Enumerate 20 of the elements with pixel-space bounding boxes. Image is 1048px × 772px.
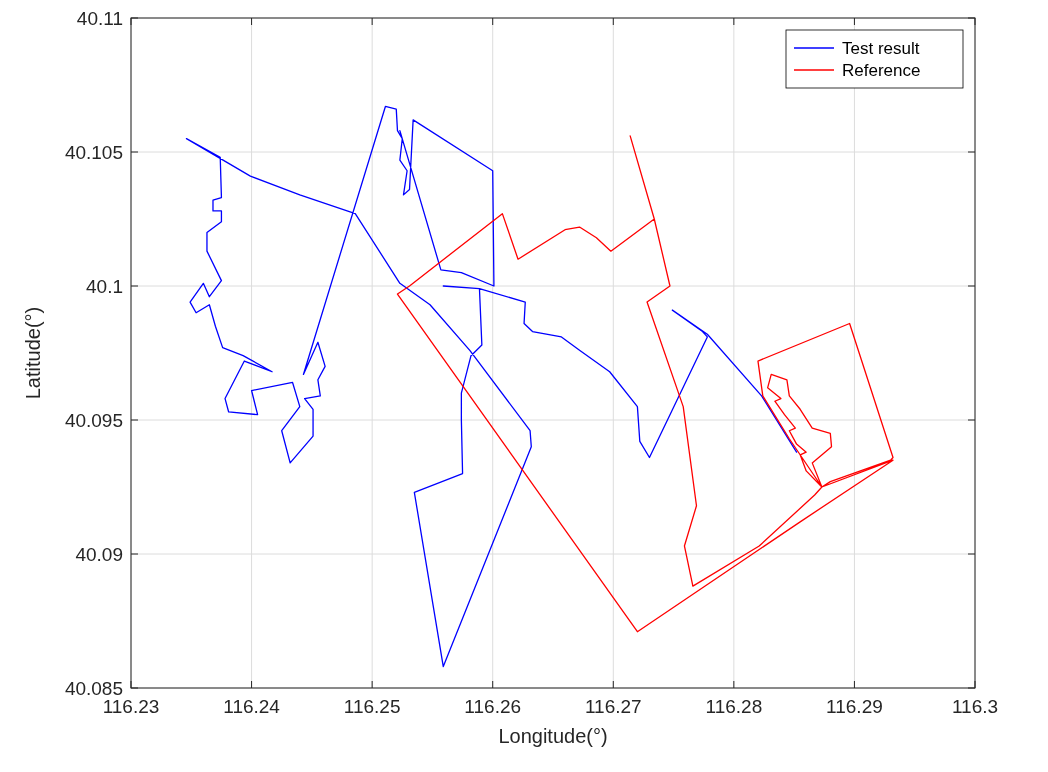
y-axis-title: Latitude(°) (22, 306, 44, 400)
y-tick-label: 40.105 (64, 142, 123, 163)
x-axis-title: Longitude(°) (498, 725, 608, 747)
y-tick-label: 40.1 (86, 276, 123, 297)
x-tick-label: 116.25 (343, 696, 401, 717)
x-tick-label: 116.3 (951, 696, 999, 717)
line-series (396, 135, 894, 633)
y-tick-label: 40.085 (64, 678, 123, 699)
y-tick-label: 40.09 (75, 544, 123, 565)
legend-label: Test result (842, 39, 920, 58)
x-tick-label: 116.27 (584, 696, 642, 717)
line-series (185, 105, 798, 668)
y-tick-label: 40.095 (64, 410, 123, 431)
x-tick-label: 116.24 (223, 696, 281, 717)
x-tick-label: 116.28 (705, 696, 763, 717)
x-tick-label: 116.26 (464, 696, 522, 717)
x-tick-label: 116.23 (102, 696, 160, 717)
legend-label: Reference (842, 61, 921, 80)
x-tick-label: 116.29 (826, 696, 883, 717)
y-tick-label: 40.11 (76, 8, 123, 29)
